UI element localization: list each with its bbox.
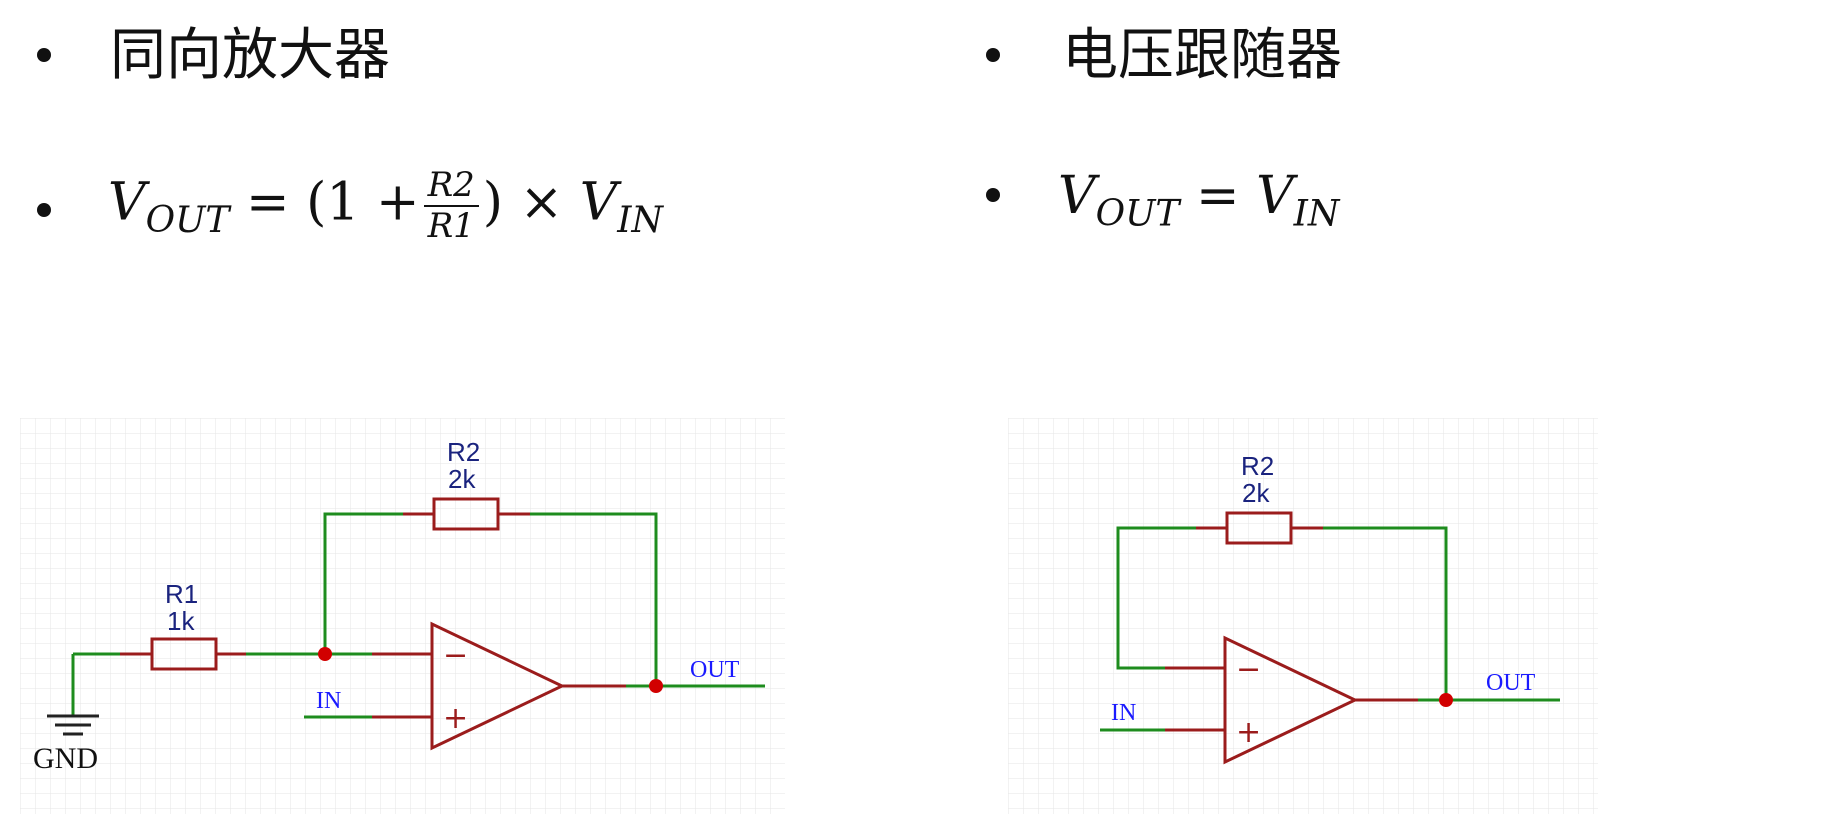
formula-lhs-var: V <box>1058 166 1096 226</box>
formula-rhs-sub: IN <box>617 200 664 242</box>
formula-frac-num: R2 <box>423 165 479 208</box>
formula-equals: = <box>1195 166 1240 226</box>
r2-value-label: 2k <box>1242 478 1270 508</box>
formula-times: × <box>519 172 564 233</box>
formula-close: ) <box>482 172 504 233</box>
gnd-label: GND <box>33 742 98 775</box>
formula-open: (1 + <box>306 172 420 233</box>
op-amp <box>1223 635 1359 765</box>
formula-lhs-sub: OUT <box>1095 193 1180 235</box>
in-label: IN <box>316 688 341 714</box>
formula-rhs-var: V <box>579 172 618 233</box>
formula-rhs-sub: IN <box>1293 193 1340 235</box>
schematic-grid <box>1008 418 1598 814</box>
formula-non-inverting-gain: VOUT = (1 + R2 R1) × VIN <box>108 165 664 247</box>
op-amp-plus: + <box>443 701 468 736</box>
heading-non-inverting-amplifier: 同向放大器 <box>110 23 390 88</box>
circuit-voltage-follower: − + R2 2k IN OUT <box>1008 418 1598 814</box>
formula-fraction: R2 R1 <box>423 165 479 247</box>
junction-node-minus <box>318 647 332 661</box>
in-label: IN <box>1111 700 1136 726</box>
junction-node-out <box>1439 693 1453 707</box>
formula-rhs-var: V <box>1256 166 1294 226</box>
formula-voltage-follower: VOUT = VIN <box>1058 170 1339 233</box>
op-amp <box>430 621 566 751</box>
wire-feedback-right <box>530 512 658 688</box>
bullet-right-heading <box>986 48 1000 62</box>
wire-feedback-left <box>1116 526 1196 670</box>
wire-feedback-right <box>1323 526 1448 700</box>
op-amp-plus: + <box>1236 715 1261 750</box>
out-label: OUT <box>690 657 740 683</box>
wire-feedback-left <box>323 512 403 654</box>
formula-lhs-var: V <box>108 172 146 233</box>
formula-equals: = <box>245 172 290 233</box>
bullet-left-heading <box>37 48 51 62</box>
heading-voltage-follower: 电压跟随器 <box>1062 23 1342 88</box>
ground-symbol <box>47 654 99 736</box>
bullet-right-formula <box>986 188 1000 202</box>
formula-lhs-sub: OUT <box>145 200 230 242</box>
op-amp-minus: − <box>443 638 468 673</box>
circuit-non-inverting-amplifier: GND − + R1 1k R2 2k IN OUT <box>20 418 785 814</box>
op-amp-minus: − <box>1236 652 1261 687</box>
r2-name-label: R2 <box>447 437 480 467</box>
out-label: OUT <box>1486 670 1536 696</box>
schematic-grid <box>20 418 785 814</box>
bullet-left-formula <box>37 203 51 217</box>
r1-name-label: R1 <box>165 579 198 609</box>
junction-node-out <box>649 679 663 693</box>
formula-frac-den: R1 <box>427 206 475 247</box>
r2-value-label: 2k <box>448 464 476 494</box>
r2-name-label: R2 <box>1241 451 1274 481</box>
r1-value-label: 1k <box>167 606 195 636</box>
